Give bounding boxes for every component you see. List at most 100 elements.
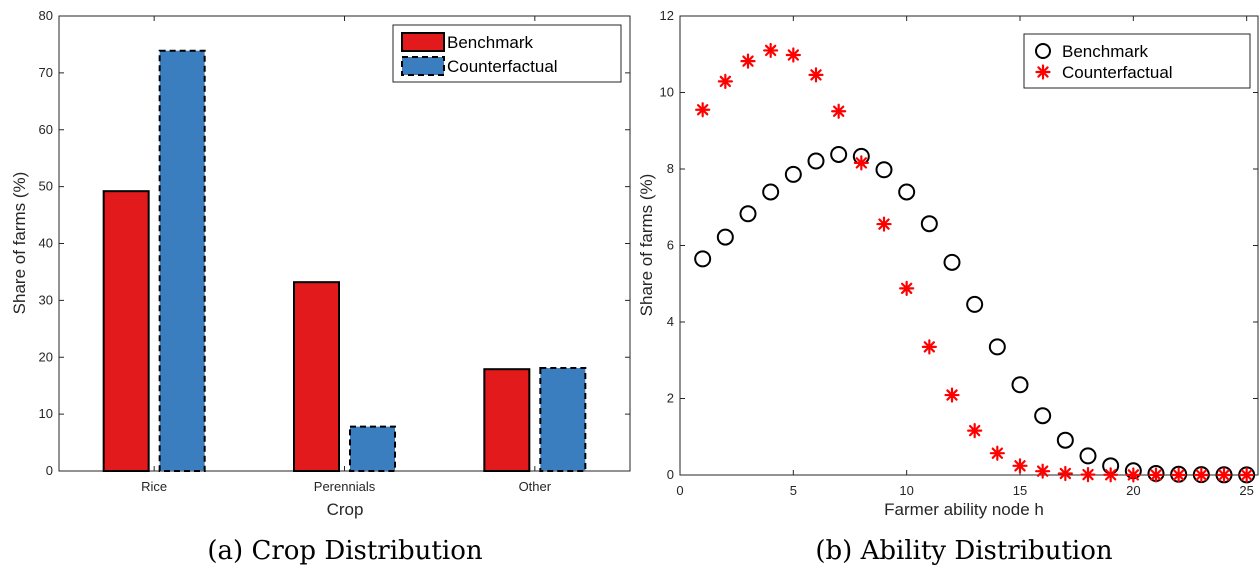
point-counterfactual [876,216,892,232]
left-y-axis-label: Share of farms (%) [10,172,29,315]
point-benchmark [830,145,848,163]
point-counterfactual [1057,465,1073,482]
left-plot-area [58,15,631,472]
point-counterfactual [785,47,801,63]
left-x-tick-label: Rice [141,479,167,494]
point-counterfactual [763,42,779,59]
left-y-tick-label: 0 [46,463,53,478]
point-benchmark [1011,376,1029,394]
legend-label-benchmark-right: Benchmark [1062,42,1148,61]
right-plot-area [679,15,1259,476]
point-benchmark [739,205,757,223]
right-y-tick-label: 2 [667,391,674,406]
point-counterfactual [1171,467,1187,483]
right-x-tick-label: 20 [1126,483,1140,498]
left-y-tick-label: 30 [39,292,53,307]
legend-swatch-benchmark [401,32,445,52]
left-y-axis: 0 10 20 30 40 50 60 70 80 [39,8,630,478]
bar-counterfactual [539,367,587,472]
bar-benchmark [483,368,531,473]
point-counterfactual [1216,467,1232,483]
right-y-axis: 0 2 4 6 8 10 12 [660,8,1258,482]
right-y-tick-label: 0 [667,467,674,482]
left-y-tick-label: 70 [39,65,53,80]
point-benchmark [920,215,938,233]
right-x-tick-label: 5 [790,483,797,498]
left-legend: Benchmark Counterfactual [392,24,622,83]
point-counterfactual [1193,467,1209,483]
right-x-tick-label: 10 [899,483,913,498]
left-x-tick-label: Other [519,479,552,494]
point-counterfactual [831,103,847,119]
crop-distribution-chart: 0 10 20 30 40 50 60 70 80 Rice Perennials Other Cr… [10,8,631,519]
right-y-tick-label: 10 [660,85,674,100]
left-bars [102,49,587,473]
bar-counterfactual [158,49,206,472]
bar-benchmark [102,190,150,473]
left-y-tick-label: 80 [39,8,53,23]
point-benchmark [694,250,712,268]
point-counterfactual [1035,463,1051,479]
left-y-tick-label: 60 [39,122,53,137]
right-legend: Benchmark Counterfactual [1023,33,1251,89]
point-counterfactual [1103,467,1119,483]
point-counterfactual [740,53,756,69]
right-y-tick-label: 4 [667,314,674,329]
point-benchmark [943,253,961,271]
point-benchmark [807,152,825,170]
point-benchmark [716,228,734,246]
left-y-tick-label: 40 [39,236,53,251]
right-x-axis: 0 5 10 15 20 25 [676,16,1254,498]
bar-counterfactual [349,425,396,473]
point-counterfactual [989,445,1005,461]
legend-label-counterfactual: Counterfactual [447,57,558,76]
left-y-tick-label: 10 [39,406,53,421]
point-counterfactual [808,67,824,83]
point-counterfactual [921,339,937,355]
point-benchmark [898,183,916,201]
legend-marker-counterfactual [1035,64,1051,80]
point-benchmark [875,161,893,179]
point-counterfactual [1148,467,1164,483]
caption-crop-distribution: (a) Crop Distribution [207,536,482,566]
point-benchmark [1079,447,1097,465]
caption-ability-distribution: (b) Ability Distribution [815,536,1112,566]
point-benchmark [784,165,802,183]
point-counterfactual [717,73,733,90]
point-benchmark [762,183,780,201]
left-y-tick-label: 50 [39,179,53,194]
right-points [694,42,1256,484]
legend-label-counterfactual-right: Counterfactual [1062,63,1173,82]
point-counterfactual [1012,458,1028,474]
right-x-tick-label: 15 [1013,483,1027,498]
legend-marker-benchmark [1035,43,1051,59]
right-y-tick-label: 8 [667,161,674,176]
left-x-tick-label: Perennials [314,479,376,494]
point-counterfactual [899,280,915,296]
point-counterfactual [1239,467,1255,483]
point-counterfactual [1125,467,1141,483]
ability-distribution-chart: 0 2 4 6 8 10 12 0 5 10 15 20 25 Farmer ability node… [637,8,1259,519]
point-counterfactual [967,423,983,439]
point-counterfactual [944,387,960,403]
legend-asterisk [1035,64,1051,80]
left-y-tick-label: 20 [39,349,53,364]
legend-label-benchmark: Benchmark [447,33,533,52]
point-counterfactual [695,102,711,118]
right-x-tick-label: 25 [1239,483,1253,498]
point-benchmark [988,338,1006,356]
left-x-axis-label: Crop [327,500,364,519]
right-legend-box [1023,33,1251,89]
right-y-tick-label: 6 [667,238,674,253]
point-benchmark [1034,407,1052,425]
point-benchmark [1056,431,1074,449]
legend-swatch-counterfactual [401,56,445,76]
right-x-axis-label: Farmer ability node h [884,500,1044,519]
point-counterfactual [1080,467,1096,483]
point-counterfactual [853,155,869,171]
right-x-tick-label: 0 [676,483,683,498]
point-benchmark [966,295,984,313]
right-y-axis-label: Share of farms (%) [637,174,656,317]
right-y-tick-label: 12 [660,8,674,23]
